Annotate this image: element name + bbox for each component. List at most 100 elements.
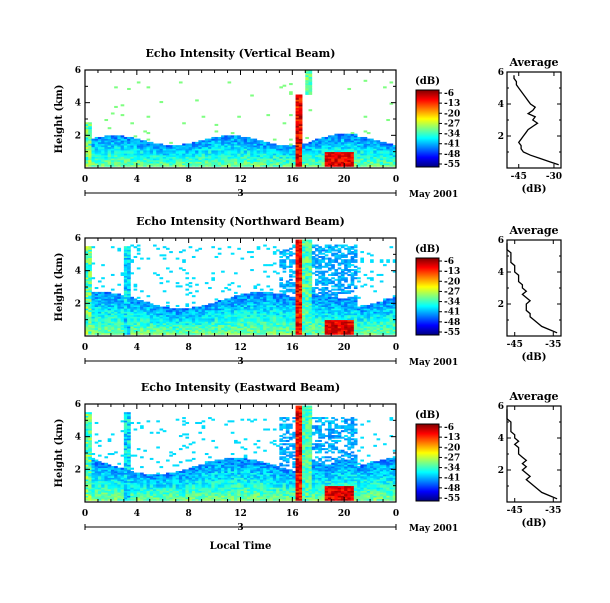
heatmap-cell bbox=[163, 145, 167, 147]
heatmap-cell bbox=[289, 269, 293, 271]
heatmap-cell bbox=[98, 280, 102, 282]
colorbar-label: -6 bbox=[444, 257, 454, 267]
heatmap-cell bbox=[198, 307, 202, 309]
heatmap-cell bbox=[231, 282, 235, 284]
heatmap-cell bbox=[292, 271, 296, 273]
heatmap-cell bbox=[192, 295, 196, 297]
heatmap-cell bbox=[185, 308, 189, 310]
heatmap-cell bbox=[253, 292, 257, 294]
heatmap-cell bbox=[390, 246, 394, 248]
heatmap-cell bbox=[134, 139, 138, 141]
heatmap-cell bbox=[147, 132, 151, 134]
heatmap-cell bbox=[185, 294, 189, 296]
heatmap-cell bbox=[211, 272, 215, 274]
heatmap-cell bbox=[351, 290, 355, 292]
heatmap-cell bbox=[185, 277, 189, 279]
heatmap-cell bbox=[160, 144, 164, 146]
heatmap-cell bbox=[111, 112, 115, 114]
heatmap-cell bbox=[88, 246, 92, 248]
heatmap-cell bbox=[250, 95, 254, 97]
colorbar-label: -41 bbox=[444, 140, 460, 150]
heatmap-cell bbox=[367, 305, 371, 307]
heatmap-cell bbox=[218, 253, 222, 255]
heatmap-cell bbox=[309, 142, 313, 144]
heatmap-cell bbox=[289, 144, 293, 146]
heatmap-cell bbox=[250, 139, 254, 141]
heatmap-cell bbox=[228, 135, 232, 137]
heatmap-cell bbox=[241, 294, 245, 296]
heatmap-cell bbox=[351, 256, 355, 258]
heatmap-cell bbox=[354, 266, 358, 268]
heatmap-cell bbox=[318, 259, 322, 261]
heatmap-cell bbox=[192, 277, 196, 279]
heatmap-cell bbox=[266, 285, 270, 287]
heatmap-cell bbox=[364, 284, 368, 286]
heatmap-cell bbox=[163, 254, 167, 256]
heatmap-cell bbox=[315, 258, 319, 260]
heatmap-cell bbox=[221, 135, 225, 137]
heatmap-cell bbox=[296, 95, 300, 97]
heatmap-cell bbox=[176, 145, 180, 147]
heatmap-cell bbox=[166, 248, 170, 250]
heatmap-cell bbox=[231, 253, 235, 255]
heatmap-cell bbox=[325, 263, 329, 265]
colorbar bbox=[416, 90, 439, 167]
heatmap-cell bbox=[380, 280, 384, 282]
heatmap-cell bbox=[386, 259, 390, 261]
x-tick-label: 0 bbox=[82, 175, 88, 185]
heatmap-cell bbox=[208, 139, 212, 141]
heatmap-cell bbox=[169, 251, 173, 253]
heatmap-cell bbox=[228, 298, 232, 300]
heatmap-cell bbox=[318, 276, 322, 278]
heatmap-cell bbox=[354, 245, 358, 247]
heatmap-cell bbox=[325, 271, 329, 273]
heatmap-cell bbox=[263, 245, 267, 247]
heatmap-cell bbox=[273, 263, 277, 265]
heatmap-cell bbox=[341, 134, 345, 136]
heatmap-cell bbox=[147, 302, 151, 304]
heatmap-cell bbox=[205, 139, 209, 141]
colorbar-label: -34 bbox=[444, 130, 460, 140]
heatmap-cell bbox=[351, 246, 355, 248]
heatmap-cell bbox=[289, 248, 293, 250]
heatmap-cell bbox=[283, 122, 287, 124]
heatmap-cell bbox=[328, 267, 332, 269]
heatmap-cell bbox=[250, 292, 254, 294]
heatmap-cell bbox=[354, 249, 358, 251]
profile-line bbox=[507, 243, 557, 333]
heatmap-cell bbox=[179, 285, 183, 287]
heatmap-cell bbox=[121, 272, 125, 274]
heatmap-cell bbox=[134, 298, 138, 300]
heatmap-cell bbox=[305, 144, 309, 146]
heatmap-cell bbox=[386, 298, 390, 300]
heatmap-cell bbox=[147, 295, 151, 297]
heatmap-cell bbox=[202, 140, 206, 142]
heatmap-cell bbox=[344, 277, 348, 279]
heatmap-cell bbox=[104, 292, 108, 294]
heatmap-cell bbox=[176, 308, 180, 310]
heatmap-cell bbox=[108, 127, 112, 129]
x-tick-label: 0 bbox=[82, 343, 88, 353]
heatmap-cell bbox=[318, 280, 322, 282]
heatmap-cell bbox=[198, 248, 202, 250]
heatmap-cell bbox=[354, 259, 358, 261]
heatmap-cell bbox=[312, 256, 316, 258]
heatmap-cell bbox=[328, 294, 332, 296]
heatmap-cell bbox=[195, 142, 199, 144]
heatmap-cell bbox=[364, 116, 368, 118]
heatmap-cell bbox=[153, 144, 157, 146]
heatmap-cell bbox=[331, 297, 335, 299]
heatmap-cell bbox=[150, 142, 154, 144]
heatmap-cell bbox=[341, 245, 345, 247]
heatmap-cell bbox=[228, 284, 232, 286]
heatmap-cell bbox=[247, 294, 251, 296]
heatmap-cell bbox=[266, 248, 270, 250]
heatmap-cell bbox=[205, 305, 209, 307]
heatmap-cell bbox=[338, 292, 342, 294]
heatmap-cell bbox=[182, 144, 186, 146]
heatmap-cell bbox=[315, 254, 319, 256]
heatmap-cell bbox=[390, 298, 394, 300]
heatmap-cell bbox=[130, 245, 134, 247]
